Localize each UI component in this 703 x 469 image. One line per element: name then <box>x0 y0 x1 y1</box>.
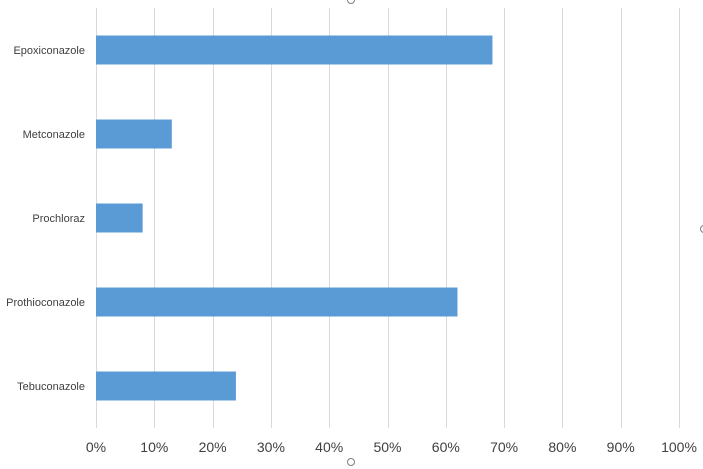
x-tick-label: 60% <box>432 439 460 455</box>
category-label: Tebuconazole <box>17 381 85 393</box>
category-label: Prochloraz <box>32 213 85 225</box>
x-tick-label: 30% <box>257 439 285 455</box>
x-tick-label: 50% <box>373 439 401 455</box>
bar-prochloraz[interactable] <box>96 203 143 233</box>
bar-prothioconazole[interactable] <box>96 287 458 317</box>
gridlines <box>96 8 680 428</box>
bar-metconazole[interactable] <box>96 119 172 149</box>
x-tick-label: 80% <box>548 439 576 455</box>
x-tick-labels: 0% 10% 20% 30% 40% 50% 60% 70% 80% 90% 100% <box>86 439 697 455</box>
x-tick-label: 10% <box>140 439 168 455</box>
resize-handle-bottom[interactable] <box>347 458 355 466</box>
x-tick-label: 90% <box>607 439 635 455</box>
x-tick-label: 70% <box>490 439 518 455</box>
category-label: Epoxiconazole <box>13 45 85 57</box>
category-label: Prothioconazole <box>6 297 85 309</box>
category-label: Metconazole <box>23 129 85 141</box>
x-tick-label: 40% <box>315 439 343 455</box>
x-tick-label: 20% <box>199 439 227 455</box>
x-tick-label: 0% <box>86 439 106 455</box>
resize-handle-right[interactable] <box>700 225 703 233</box>
bar-epoxiconazole[interactable] <box>96 35 493 65</box>
x-tick-label: 100% <box>661 439 697 455</box>
bar-tebuconazole[interactable] <box>96 371 236 401</box>
category-labels: Epoxiconazole Metconazole Prochloraz Prothi… <box>6 45 85 393</box>
bars <box>96 35 493 401</box>
